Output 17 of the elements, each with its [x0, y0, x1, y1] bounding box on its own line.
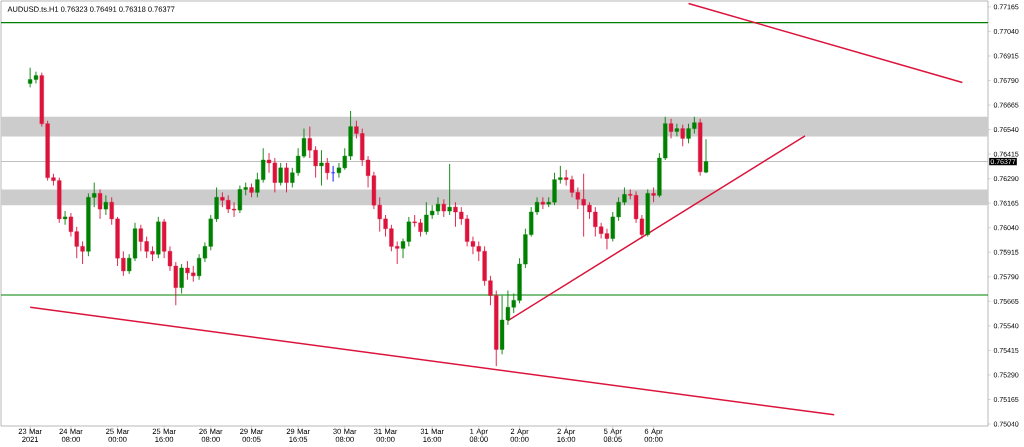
candlestick	[249, 183, 254, 198]
candlestick	[284, 162, 289, 193]
candlestick	[651, 187, 656, 203]
candlestick	[645, 189, 650, 238]
candlestick	[319, 149, 324, 186]
candlestick	[703, 138, 709, 174]
candlestick	[680, 124, 685, 147]
candlestick	[97, 189, 103, 220]
candlestick	[156, 216, 161, 259]
candlestick	[325, 157, 330, 181]
candlestick	[447, 163, 452, 216]
candlestick	[540, 196, 545, 210]
candlestick	[441, 198, 446, 218]
candlestick	[62, 210, 68, 226]
candlestick	[668, 118, 674, 139]
candlestick	[698, 118, 703, 177]
candlestick	[278, 162, 283, 186]
